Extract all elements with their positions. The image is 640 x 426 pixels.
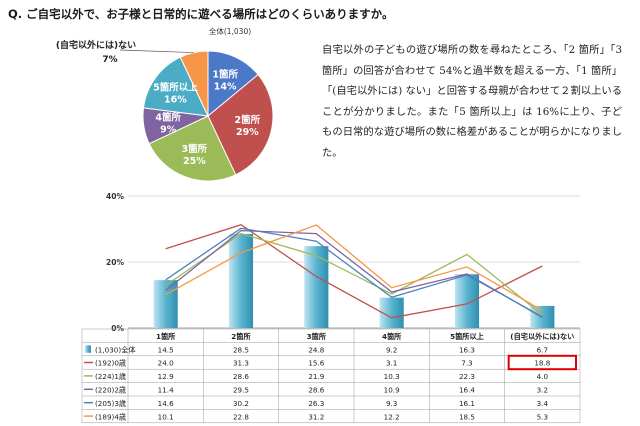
pie-leader-line — [119, 49, 194, 53]
highlight-box — [507, 354, 577, 371]
table-cell: 9.2 — [386, 345, 397, 354]
series-line — [165, 227, 543, 318]
table-cell: 4.0 — [537, 372, 549, 381]
table-cell: 18.5 — [459, 412, 475, 421]
pie-slice-label: 3箇所 — [182, 143, 208, 155]
table-cell: 6.7 — [537, 345, 548, 354]
pie-slice — [148, 115, 237, 182]
table-cell: 22.8 — [233, 412, 249, 421]
table-cell: 16.1 — [459, 399, 475, 408]
table-cell: 15.6 — [308, 359, 324, 368]
pie-slice — [179, 50, 209, 117]
pie-slice-value: 29% — [236, 127, 259, 138]
table-cell: 18.8 — [534, 359, 550, 368]
legend-label: (1,030)全体 — [95, 345, 136, 354]
table-cell: 12.2 — [384, 412, 400, 421]
table-cell: 21.9 — [308, 372, 324, 381]
table-cell: 28.6 — [308, 386, 324, 395]
table-cell: 3.4 — [537, 399, 549, 408]
table-cell: 31.3 — [233, 359, 249, 368]
legend-label: (224)1歳 — [95, 372, 126, 381]
bar — [153, 280, 178, 328]
table-cell: 26.3 — [308, 399, 324, 408]
y-tick-label: 0% — [111, 324, 124, 333]
bar — [228, 233, 254, 328]
legend-label: (220)2歳 — [95, 386, 126, 395]
pie-callout-label: (自宅以外には)ない — [56, 39, 136, 51]
x-category-label: 1箇所 — [156, 332, 176, 341]
table-cell: 14.5 — [158, 345, 174, 354]
pie-callout-value: 7% — [102, 55, 117, 65]
pie-slice-value: 9% — [160, 124, 177, 135]
table-cell: 9.3 — [386, 399, 397, 408]
pie-slice-value: 14% — [214, 82, 237, 93]
x-category-label: 5箇所以上 — [450, 332, 484, 341]
x-category-label: 2箇所 — [231, 332, 251, 341]
bar — [304, 246, 329, 328]
legend-swatch — [85, 345, 91, 353]
table-cell: 29.5 — [233, 386, 249, 395]
question-title: Q. ご自宅以外で、お子様と日常的に遊べる場所はどのくらいありますか。 — [8, 7, 394, 21]
table-cell: 30.2 — [233, 399, 249, 408]
x-category-label: 3箇所 — [307, 332, 327, 341]
pie-slice-label: 5箇所以上 — [153, 81, 198, 93]
table-cell: 24.0 — [158, 359, 174, 368]
pie-slice-label: 1箇所 — [212, 69, 238, 81]
table-cell: 3.1 — [386, 359, 397, 368]
legend-label: (205)3歳 — [95, 399, 126, 408]
table-cell: 11.4 — [158, 386, 174, 395]
legend-label: (189)4歳 — [95, 412, 126, 421]
x-category-label: 4箇所 — [382, 332, 402, 341]
table-cell: 10.9 — [384, 386, 400, 395]
series-line — [165, 232, 543, 316]
legend-label: (192)0歳 — [95, 359, 126, 368]
y-tick-label: 20% — [106, 258, 124, 267]
series-line — [165, 224, 543, 312]
table-cell: 24.8 — [308, 345, 324, 354]
combo-chart: 40% 20% 0% 1箇所 2箇所 3箇所 4箇所 5箇所以上 (自宅以外には)ない (1,0… — [81, 192, 581, 424]
table-cell: 28.5 — [233, 345, 249, 354]
table-cell: 16.4 — [459, 386, 475, 395]
table-cell: 7.3 — [461, 359, 472, 368]
pie-slice-label: 4箇所 — [155, 111, 181, 123]
description-text: 自宅以外の子どもの遊び場所の数を尋ねたところ、「2 箇所」「3 箇所」の回答が合… — [322, 44, 622, 159]
y-tick-label: 40% — [106, 192, 124, 201]
pie-slice-label: 2箇所 — [235, 114, 261, 126]
table-cell: 16.3 — [459, 345, 475, 354]
bar — [454, 274, 480, 328]
pie-slice — [142, 56, 209, 117]
table-cell: 10.1 — [158, 412, 174, 421]
table-cell: 31.2 — [308, 412, 324, 421]
table-cell: 14.6 — [158, 399, 174, 408]
table-cell: 5.3 — [537, 412, 548, 421]
table-cell: 3.2 — [537, 386, 548, 395]
pie-slice — [207, 50, 259, 118]
pie-slice-value: 16% — [164, 94, 187, 105]
series-line — [165, 229, 543, 318]
table-cell: 12.9 — [158, 372, 174, 381]
series-line — [165, 223, 543, 319]
pie-slice-value: 25% — [183, 156, 206, 167]
pie-title: 全体(1,030) — [209, 26, 251, 36]
table-cell: 22.3 — [459, 372, 475, 381]
table-cell: 10.3 — [384, 372, 400, 381]
table-cell: 28.6 — [233, 372, 249, 381]
x-category-label: (自宅以外には)ない — [510, 332, 574, 341]
